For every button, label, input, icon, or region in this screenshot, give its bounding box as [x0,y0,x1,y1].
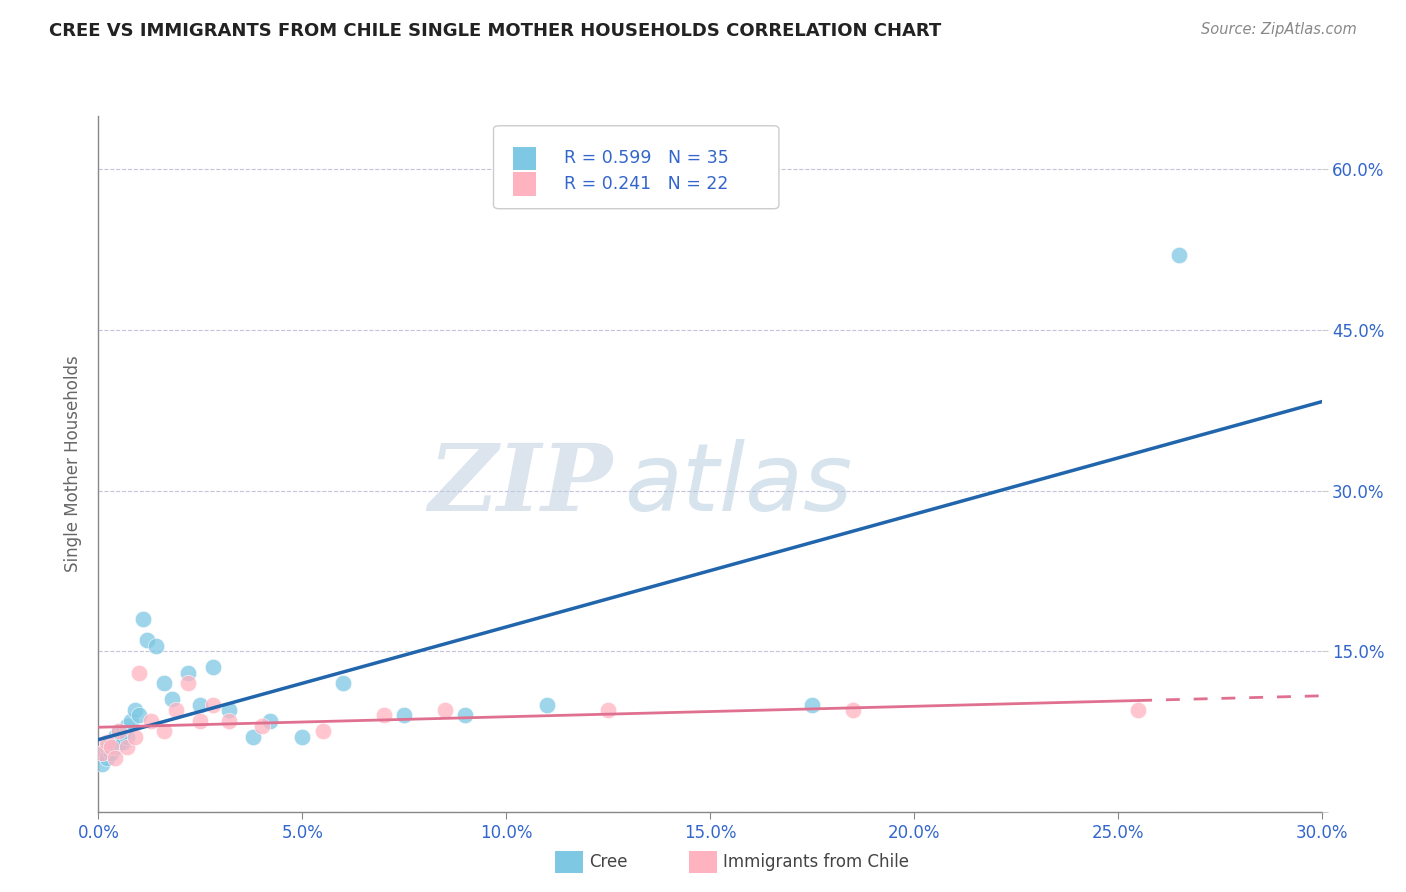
Point [115,730,138,744]
Point [841,703,863,717]
Point [373,708,395,723]
Point [124,730,146,744]
Point [128,708,150,723]
Point [132,612,155,626]
Text: atlas: atlas [624,439,852,530]
Point [160,692,183,706]
Point [111,735,134,749]
Point [104,751,127,765]
Point [96,751,118,765]
Point [136,633,159,648]
Point [291,730,314,744]
Text: Immigrants from Chile: Immigrants from Chile [723,853,908,871]
Point [201,660,224,674]
Point [259,714,281,728]
Point [250,719,273,733]
Point [108,735,131,749]
Point [96,735,118,749]
Text: CREE VS IMMIGRANTS FROM CHILE SINGLE MOTHER HOUSEHOLDS CORRELATION CHART: CREE VS IMMIGRANTS FROM CHILE SINGLE MOT… [49,22,942,40]
Point [108,724,131,739]
Point [177,665,200,680]
Point [128,665,150,680]
Point [454,708,477,723]
Point [218,714,240,728]
Point [312,724,335,739]
Point [177,676,200,690]
Point [104,740,127,755]
Point [91,756,114,771]
Point [141,714,163,728]
Point [96,740,118,755]
Point [100,735,122,749]
Point [120,714,142,728]
Point [392,708,416,723]
Point [115,719,138,733]
Point [111,724,134,739]
Point [218,703,240,717]
Text: Source: ZipAtlas.com: Source: ZipAtlas.com [1201,22,1357,37]
Point [104,730,127,744]
Point [332,676,354,690]
Point [124,703,146,717]
Text: R = 0.241   N = 22: R = 0.241 N = 22 [564,175,728,193]
Point [1128,703,1150,717]
Point [165,703,187,717]
Text: ZIP: ZIP [427,440,612,530]
Point [536,698,558,712]
Point [242,730,264,744]
Point [188,698,212,712]
Point [100,740,122,755]
Text: Cree: Cree [589,853,627,871]
Point [108,724,131,739]
Text: R = 0.599   N = 35: R = 0.599 N = 35 [564,149,728,167]
Point [152,724,174,739]
Y-axis label: Single Mother Households: Single Mother Households [65,356,83,572]
Point [434,703,457,717]
Point [115,740,138,755]
Point [598,703,620,717]
Point [188,714,212,728]
Point [91,746,114,760]
Point [1167,248,1189,262]
Point [152,676,174,690]
Point [201,698,224,712]
Point [145,639,167,653]
Point [91,746,114,760]
Point [100,746,122,760]
Point [801,698,824,712]
